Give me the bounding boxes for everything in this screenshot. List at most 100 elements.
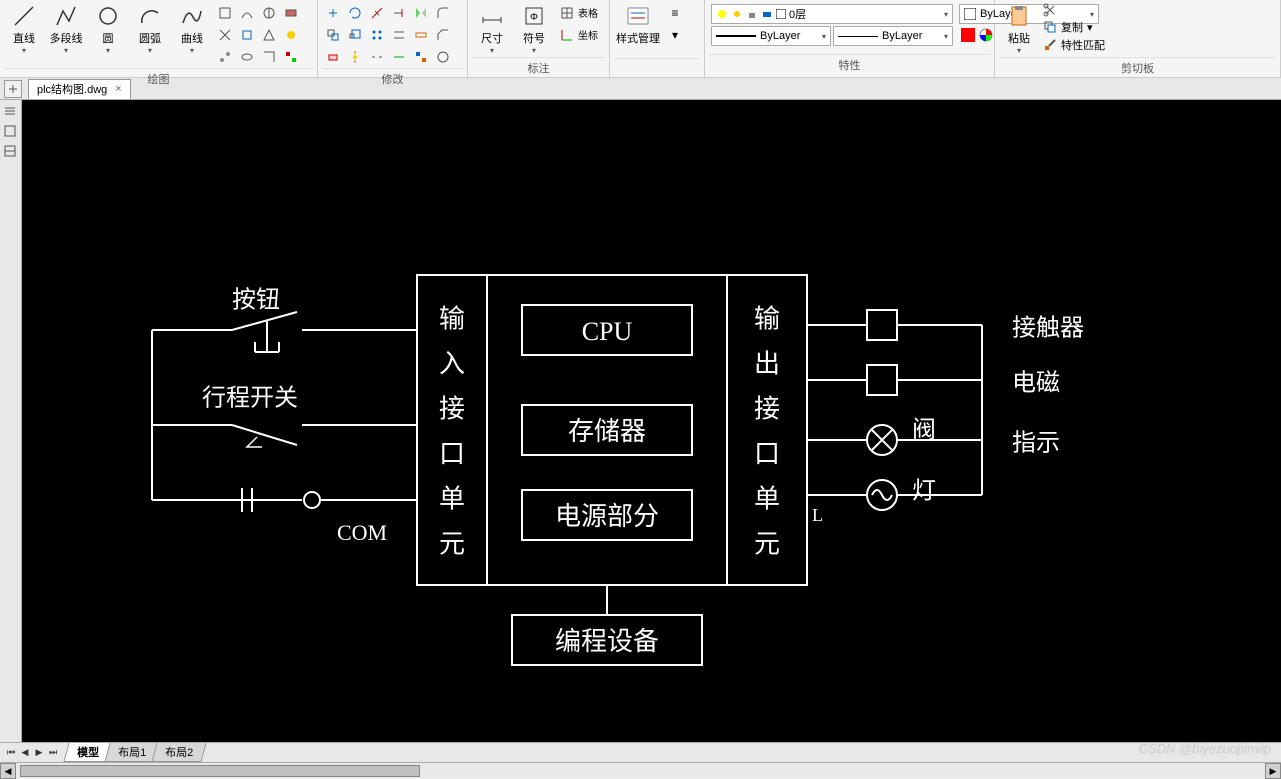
dimension-tool[interactable]: 尺寸 ▾	[472, 2, 512, 57]
draw-small-12[interactable]	[281, 47, 301, 67]
svg-text:按钮: 按钮	[232, 287, 280, 314]
draw-small-1[interactable]	[215, 3, 235, 23]
drawing-canvas[interactable]: 输入接口单元CPU存储器电源部分输出接口单元编程设备按钮行程开关COML接触器电…	[22, 100, 1281, 742]
scroll-thumb[interactable]	[20, 765, 420, 777]
coord-tool[interactable]	[557, 25, 577, 45]
sheet-nav-next[interactable]: ▶	[32, 746, 46, 760]
modify-break[interactable]	[367, 47, 387, 67]
horizontal-scrollbar[interactable]: ◀ ▶	[0, 762, 1281, 778]
layer-select[interactable]: 0层 ▾	[711, 4, 953, 24]
side-palette	[0, 100, 22, 742]
scroll-left-arrow[interactable]: ◀	[0, 763, 16, 779]
modify-join[interactable]	[389, 47, 409, 67]
svg-text:单: 单	[754, 485, 780, 514]
palette-item-2[interactable]	[3, 144, 19, 160]
svg-text:入: 入	[439, 350, 465, 379]
style-small-2[interactable]: ▾	[665, 25, 685, 45]
copy-tool[interactable]: 复制 ▾	[1041, 18, 1107, 36]
sheet-tab-layout2[interactable]: 布局2	[152, 743, 207, 762]
propmatch-label: 特性匹配	[1061, 37, 1105, 53]
properties-group-label: 特性	[709, 54, 990, 75]
sheet-nav-first[interactable]: ⏮	[4, 746, 18, 760]
scissors-icon	[1043, 3, 1057, 17]
modify-copy[interactable]	[323, 25, 343, 45]
svg-text:输: 输	[754, 305, 780, 334]
stylemgr-label: 样式管理	[616, 30, 660, 46]
palette-item-1[interactable]	[3, 124, 19, 140]
draw-small-11[interactable]	[259, 47, 279, 67]
ribbon-group-modify: 修改	[318, 0, 468, 77]
paste-tool[interactable]: 粘贴 ▾	[999, 2, 1039, 57]
draw-small-9[interactable]	[215, 47, 235, 67]
arc-tool[interactable]: 圆弧 ▾	[130, 2, 170, 57]
lineweight-select[interactable]: ByLayer ▾	[833, 26, 953, 46]
svg-text:单: 单	[439, 485, 465, 514]
sheet-nav-last[interactable]: ⏭	[46, 746, 60, 760]
ribbon-group-style: 样式管理 ≡ ▾	[610, 0, 705, 77]
circle-label: 圆	[103, 30, 114, 46]
svg-text:出: 出	[754, 350, 780, 379]
line-tool[interactable]: 直线 ▾	[4, 2, 44, 57]
circle-tool[interactable]: 圆 ▾	[88, 2, 128, 57]
modify-rotate[interactable]	[345, 3, 365, 23]
draw-small-10[interactable]	[237, 47, 257, 67]
style-manager-tool[interactable]: 样式管理	[614, 2, 662, 48]
palette-grip[interactable]	[3, 104, 19, 120]
modify-mirror[interactable]	[411, 3, 431, 23]
draw-small-3[interactable]	[259, 3, 279, 23]
draw-small-8[interactable]	[281, 25, 301, 45]
linetype-value: ByLayer	[760, 30, 800, 42]
modify-scale[interactable]	[345, 25, 365, 45]
svg-text:元: 元	[439, 530, 465, 559]
symbol-tool[interactable]: Φ 符号 ▾	[514, 2, 554, 57]
svg-text:指示: 指示	[1012, 430, 1060, 457]
draw-small-2[interactable]	[237, 3, 257, 23]
table-tool[interactable]	[557, 3, 577, 23]
svg-text:行程开关: 行程开关	[202, 385, 298, 412]
modify-move[interactable]	[323, 3, 343, 23]
modify-explode[interactable]	[345, 47, 365, 67]
brush-icon	[1043, 38, 1057, 52]
svg-text:接: 接	[439, 395, 465, 424]
copy-icon	[1043, 20, 1057, 34]
plc-diagram: 输入接口单元CPU存储器电源部分输出接口单元编程设备按钮行程开关COML接触器电…	[22, 100, 1281, 742]
color-wheel-icon[interactable]	[979, 28, 993, 42]
modify-extend[interactable]	[389, 3, 409, 23]
modify-trim[interactable]	[367, 3, 387, 23]
paste-label: 粘贴	[1008, 30, 1030, 46]
linetype-select[interactable]: ByLayer ▾	[711, 26, 831, 46]
sheet-tab-strip: ⏮ ◀ ▶ ⏭ 模型 布局1 布局2	[0, 742, 1281, 762]
print-icon	[761, 8, 773, 20]
draw-small-4[interactable]	[281, 3, 301, 23]
svg-text:接: 接	[754, 395, 780, 424]
polyline-tool[interactable]: 多段线 ▾	[46, 2, 86, 57]
modify-array[interactable]	[367, 25, 387, 45]
layer-value: 0层	[789, 6, 806, 22]
svg-text:CPU: CPU	[582, 317, 633, 346]
svg-text:电源部分: 电源部分	[555, 502, 659, 531]
modify-chamfer[interactable]	[433, 25, 453, 45]
lock-icon	[746, 8, 758, 20]
cut-tool[interactable]	[1041, 2, 1107, 18]
svg-text:阀: 阀	[912, 417, 936, 444]
draw-small-6[interactable]	[237, 25, 257, 45]
copy-label: 复制	[1061, 19, 1083, 35]
spline-tool[interactable]: 曲线 ▾	[172, 2, 212, 57]
dimension-label: 尺寸	[481, 30, 503, 46]
draw-small-5[interactable]	[215, 25, 235, 45]
sheet-nav-prev[interactable]: ◀	[18, 746, 32, 760]
modify-more[interactable]	[433, 47, 453, 67]
modify-fillet[interactable]	[433, 3, 453, 23]
modify-erase[interactable]	[323, 47, 343, 67]
ribbon: 直线 ▾ 多段线 ▾ 圆 ▾ 圆弧 ▾ 曲线 ▾	[0, 0, 1281, 78]
style-small-1[interactable]: ≡	[665, 3, 685, 23]
color-red[interactable]	[961, 28, 975, 42]
scroll-right-arrow[interactable]: ▶	[1265, 763, 1281, 779]
svg-text:存储器: 存储器	[568, 417, 646, 446]
draw-small-7[interactable]	[259, 25, 279, 45]
modify-align[interactable]	[411, 47, 431, 67]
modify-offset[interactable]	[389, 25, 409, 45]
propmatch-tool[interactable]: 特性匹配	[1041, 36, 1107, 54]
modify-stretch[interactable]	[411, 25, 431, 45]
svg-text:输: 输	[439, 305, 465, 334]
